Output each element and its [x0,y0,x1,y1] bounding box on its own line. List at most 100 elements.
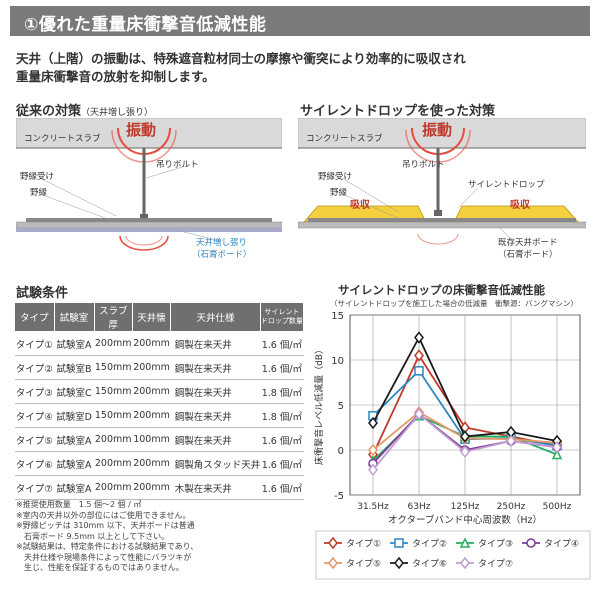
table-cell: 150mm [94,379,133,404]
data-point [368,463,378,477]
x-tick-label: 31.5Hz [357,502,389,512]
data-point [414,349,424,362]
data-point [414,366,424,376]
data-point [552,441,562,454]
table-cell: 150mm [94,355,133,380]
col-header: 天井懐 [131,302,172,332]
vibration-label: 振動 [422,121,453,139]
joist-label: 野縁 [30,188,48,198]
table-cell: 100mm [132,427,171,452]
col-header: 試験室 [53,302,95,332]
table-cell: 1.6 個/㎡ [260,355,304,380]
note-line: ※推奨使用数量 1.5 個～2 個 / ㎡ [16,500,142,509]
col-header: サイレント ドロップ数量 [259,302,305,332]
conventional-diagram: コンクリートスラブ 振動 吊りボルト 野縁受け 野縁 天井増し張り （石膏ボード… [15,117,283,268]
table-cell: 試験室A [54,475,95,500]
legend-swatch-marker [394,538,404,548]
data-point [460,445,470,459]
section-header: ①優れた重量床衝撃音低減性能 [10,6,590,36]
table-cell: 200mm [132,355,171,380]
table-cell: 鋼製在来天井 [170,403,261,428]
added-board-sub-label: （石膏ボード） [192,250,252,260]
table-cell: タイプ⑤ [14,427,55,452]
joist-receiver-label: 野縁受け [318,172,353,182]
note-line: ※室内の天井以外の部位にはご使用できません。 [16,510,191,520]
note-line: 天井仕様や現場条件によって性能にバラツキが [16,552,192,562]
existing-board-label: 既存天井ボード [498,238,558,248]
x-tick-label: 63Hz [408,502,431,512]
joist-label: 野縁 [330,188,348,198]
table-row: タイプ① 試験室A 200mm 200mm 鋼製在来天井 1.6 個/㎡ [14,331,304,356]
x-tick-label: 500Hz [543,502,572,512]
table-cell: 150mm [94,403,133,428]
table-header-row: タイプ 試験室 スラブ厚 天井懐 天井仕様 サイレント ドロップ数量 [14,302,305,332]
note-line: 石膏ボード 9.5mm 以上として下さい。 [16,531,170,541]
table-cell: 200mm [132,451,171,476]
conditions-table: タイプ 試験室 スラブ厚 天井懐 天井仕様 サイレント ドロップ数量 タイプ① 試… [14,302,305,500]
vibration-label: 振動 [126,121,157,139]
bolt-label: 吊りボルト [156,160,199,170]
legend-label: タイプ③ [478,539,513,550]
table-cell: 1.8 個/㎡ [260,379,304,404]
chart-subtitle: （サイレントドロップを施工した場合の低減量 衝撃源：バングマシン） [330,299,578,308]
conventional-diagram-art [15,117,283,251]
table-cell: 200mm [132,403,171,428]
left-diagram-title: 従来の対策（天井増し張り） [16,104,154,119]
table-cell: 200mm [94,475,133,500]
table-cell: 200mm [94,427,133,452]
legend-swatch-marker [460,556,470,570]
table-cell: タイプ③ [14,379,55,404]
silent-drop-diagram: コンクリートスラブ 振動 吊りボルト 野縁受け 野縁 サイレントドロップ 吸収 … [297,117,587,268]
table-cell: 鋼製在来天井 [170,379,261,404]
table-row: タイプ④ 試験室D 150mm 200mm 鋼製在来天井 1.8 個/㎡ [14,403,304,428]
table-row: タイプ② 試験室B 150mm 200mm 鋼製在来天井 1.6 個/㎡ [14,355,304,380]
right-diagram-title: サイレントドロップを使った対策 [300,104,496,119]
reduction-chart: -5 0 5 10 15 31.5Hz 63Hz 125Hz 250Hz 500Hz オクターブバン… [310,305,596,595]
table-cell: 試験室C [54,379,95,404]
legend-box [315,530,591,580]
table-cell: 200mm [132,475,171,500]
notes: ※推奨使用数量 1.5 個～2 個 / ㎡ ※室内の天井以外の部位にはご使用できま… [16,500,306,574]
table-cell: 200mm [132,331,171,356]
table-cell: 200mm [94,331,133,356]
table-cell: 鋼製在来天井 [170,427,261,452]
table-cell: 鋼製在来天井 [170,331,261,356]
table-cell: タイプ② [14,355,55,380]
absorb-left-label: 吸収 [350,200,370,211]
table-row: タイプ⑤ 試験室A 200mm 100mm 鋼製在来天井 1.6 個/㎡ [14,427,304,452]
existing-board-sub-label: （石膏ボード） [498,250,558,260]
note-line: ※野縁ピッチは 310mm 以下、天井ボードは普通 [16,521,195,530]
note-line: ※試験結果は、特定条件における試験結果であり、 [16,542,199,551]
table-row: タイプ③ 試験室C 150mm 200mm 鋼製在来天井 1.8 個/㎡ [14,379,304,404]
table-cell: タイプ④ [14,403,55,428]
legend-label: タイプ② [412,539,447,550]
table-cell: 鋼製在来天井 [170,355,261,380]
y-tick-label: 0 [338,446,344,457]
table-cell: 200mm [132,379,171,404]
legend-swatch-marker [526,538,536,548]
table-cell: タイプ⑦ [14,475,55,500]
intro-line-2: 重量床衝撃音の放射を抑制します。 [16,69,215,84]
table-cell: 試験室D [54,403,95,428]
data-point [414,331,424,344]
y-tick-label: 5 [338,401,344,412]
product-label: サイレントドロップ [468,180,545,190]
added-board-label: 天井増し張り [196,238,248,248]
table-cell: 1.6 個/㎡ [260,475,304,500]
table-row: タイプ⑦ 試験室A 200mm 200mm 木製在来天井 1.6 個/㎡ [14,475,304,500]
data-point [551,448,563,460]
y-tick-label: 10 [331,356,344,367]
data-point [506,434,516,448]
col-header: 天井仕様 [170,302,261,332]
data-point [368,443,378,457]
y-tick-label: 15 [331,311,344,322]
table-cell: 試験室A [54,331,95,356]
chart-title: サイレントドロップの床衝撃音低減性能 [338,283,545,297]
col-header: タイプ [14,302,55,332]
legend-label: タイプ④ [544,539,579,550]
legend-swatch-marker [328,536,338,550]
x-tick-label: 125Hz [451,502,480,512]
section-title: ①優れた重量床衝撃音低減性能 [24,15,267,35]
legend-swatch-marker [394,556,404,570]
table-cell: 木製在来天井 [170,475,261,500]
